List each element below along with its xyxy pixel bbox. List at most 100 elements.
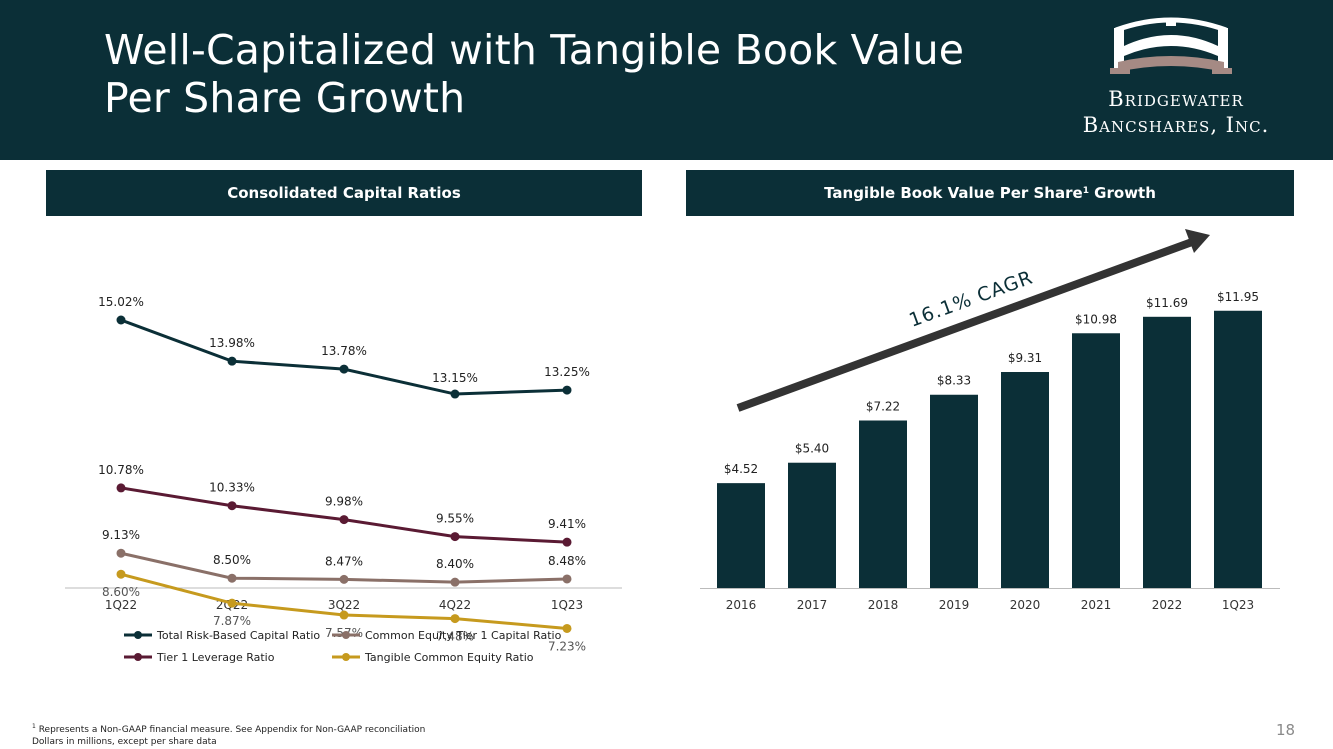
logo-line-1: Bridgewater bbox=[1108, 87, 1244, 111]
bar-data-label: $8.33 bbox=[937, 374, 971, 388]
bar-x-tick-label: 2017 bbox=[797, 598, 828, 612]
page-title-line-1: Well-Capitalized with Tangible Book Valu… bbox=[104, 26, 965, 74]
footnote: 1 Represents a Non-GAAP financial measur… bbox=[32, 721, 425, 748]
legend-swatch-marker bbox=[342, 653, 350, 661]
bar-x-tick-label: 2020 bbox=[1010, 598, 1041, 612]
line-series-3-data-label: 8.50% bbox=[213, 553, 251, 567]
line-series-2-point bbox=[116, 483, 126, 493]
line-series-4-data-label: 7.48% bbox=[436, 630, 474, 644]
legend-label: Tier 1 Leverage Ratio bbox=[156, 651, 275, 664]
bar-2018 bbox=[859, 420, 907, 588]
company-logo: Bridgewater Bancshares, Inc. bbox=[1068, 16, 1284, 142]
bar-x-tick-label: 2016 bbox=[726, 598, 757, 612]
footnote-text-1: Represents a Non-GAAP financial measure.… bbox=[35, 725, 426, 735]
line-series-4-point bbox=[562, 623, 572, 633]
bar-x-tick-label: 2018 bbox=[868, 598, 899, 612]
cagr-arrow-head-icon bbox=[1185, 229, 1210, 253]
line-series-3-data-label: 9.13% bbox=[102, 528, 140, 542]
bar-2022 bbox=[1143, 316, 1191, 588]
footnote-marker: 1 bbox=[32, 723, 36, 730]
page-title-line-2: Per Share Growth bbox=[104, 74, 466, 122]
line-series-4-data-label: 7.87% bbox=[213, 614, 251, 628]
line-series-1-data-label: 13.78% bbox=[321, 344, 367, 358]
bar-1Q23 bbox=[1214, 310, 1262, 588]
line-series-1-data-label: 13.98% bbox=[209, 336, 255, 350]
line-series-3-point bbox=[339, 574, 349, 584]
tbv-bar-chart: $4.52 2016 $5.40 2017 $7.22 2018 $8.33 2019 $9.3… bbox=[700, 229, 1280, 612]
bar-data-label: $4.52 bbox=[724, 462, 758, 476]
bar-data-label: $7.22 bbox=[866, 399, 900, 413]
legend-label: Tangible Common Equity Ratio bbox=[364, 651, 534, 664]
line-series-2-data-label: 10.33% bbox=[209, 481, 255, 495]
bar-data-label: $11.69 bbox=[1146, 296, 1188, 310]
cagr-arrow-shaft bbox=[736, 238, 1194, 412]
line-series-2-point bbox=[227, 501, 237, 511]
logo-wordmark: Bridgewater Bancshares, Inc. bbox=[1068, 86, 1284, 138]
bar-x-tick-label: 1Q23 bbox=[1222, 598, 1254, 612]
footnote-line-2: Dollars in millions, except per share da… bbox=[32, 737, 217, 747]
legend-label: Common Equity Tier 1 Capital Ratio bbox=[365, 629, 562, 642]
tbv-growth-heading-tail: Growth bbox=[1088, 184, 1156, 202]
line-series-3-data-label: 8.47% bbox=[325, 554, 363, 568]
line-series-1-data-label: 15.02% bbox=[98, 295, 144, 309]
bar-2019 bbox=[930, 394, 978, 588]
tbv-growth-heading-footnote-marker: 1 bbox=[1082, 186, 1089, 196]
line-series-3-data-label: 8.40% bbox=[436, 557, 474, 571]
header-banner: Well-Capitalized with Tangible Book Valu… bbox=[0, 0, 1333, 160]
legend-swatch-marker bbox=[134, 631, 142, 639]
line-series-4-point bbox=[450, 614, 460, 624]
bar-x-tick-label: 2021 bbox=[1081, 598, 1112, 612]
line-series-2-data-label: 10.78% bbox=[98, 463, 144, 477]
line-series-4-point bbox=[339, 610, 349, 620]
line-series-4-point bbox=[116, 569, 126, 579]
line-chart-x-tick-label: 1Q23 bbox=[551, 598, 583, 612]
bar-2020 bbox=[1001, 372, 1049, 588]
page-title: Well-Capitalized with Tangible Book Valu… bbox=[104, 26, 1064, 122]
bar-2017 bbox=[788, 462, 836, 588]
capital-ratios-heading: Consolidated Capital Ratios bbox=[46, 170, 642, 216]
line-series-4-data-label: 8.60% bbox=[102, 585, 140, 599]
bridge-logo-icon bbox=[1110, 17, 1232, 74]
line-series-3-point bbox=[227, 573, 237, 583]
line-series-3-point bbox=[562, 574, 572, 584]
bar-2016 bbox=[717, 483, 765, 588]
legend-swatch-marker bbox=[342, 631, 350, 639]
legend-swatch-marker bbox=[134, 653, 142, 661]
bar-data-label: $5.40 bbox=[795, 442, 829, 456]
line-series-1-data-label: 13.15% bbox=[432, 371, 478, 385]
footnote-line-1: 1 Represents a Non-GAAP financial measur… bbox=[32, 721, 425, 736]
line-series-2-data-label: 9.98% bbox=[325, 495, 363, 509]
line-series-1-point bbox=[562, 385, 572, 395]
line-chart-x-tick-label: 3Q22 bbox=[328, 598, 360, 612]
bar-data-label: $9.31 bbox=[1008, 351, 1042, 365]
logo-line-2: Bancshares, Inc. bbox=[1082, 113, 1270, 137]
line-series-1-data-label: 13.25% bbox=[544, 365, 590, 379]
line-series-3-point bbox=[450, 577, 460, 587]
bar-data-label: $11.95 bbox=[1217, 290, 1259, 304]
line-series-1-point bbox=[116, 315, 126, 325]
legend-label: Total Risk-Based Capital Ratio bbox=[156, 629, 320, 642]
line-series-2-data-label: 9.55% bbox=[436, 512, 474, 526]
bar-x-tick-label: 2019 bbox=[939, 598, 970, 612]
bar-data-label: $10.98 bbox=[1075, 312, 1117, 326]
line-chart-x-tick-label: 1Q22 bbox=[105, 598, 137, 612]
tbv-growth-heading: Tangible Book Value Per Share 1 Growth bbox=[686, 170, 1294, 216]
line-series-2-data-label: 9.41% bbox=[548, 517, 586, 531]
capital-ratios-line-chart: 1Q222Q223Q224Q221Q2315.02%13.98%13.78%13… bbox=[65, 295, 622, 664]
capital-ratios-heading-text: Consolidated Capital Ratios bbox=[227, 184, 461, 202]
bar-2021 bbox=[1072, 333, 1120, 588]
line-series-1-point bbox=[450, 389, 460, 399]
line-series-4-point bbox=[227, 598, 237, 608]
line-chart-x-tick-label: 4Q22 bbox=[439, 598, 471, 612]
tbv-growth-heading-main: Tangible Book Value Per Share bbox=[824, 184, 1083, 202]
bar-x-tick-label: 2022 bbox=[1152, 598, 1183, 612]
line-series-2-point bbox=[339, 515, 349, 525]
line-series-2-point bbox=[450, 532, 460, 542]
line-series-3-data-label: 8.48% bbox=[548, 554, 586, 568]
line-series-1-point bbox=[339, 364, 349, 374]
page-number: 18 bbox=[1276, 721, 1296, 739]
line-series-1-point bbox=[227, 356, 237, 366]
line-series-4-data-label: 7.23% bbox=[548, 639, 586, 653]
line-series-3-point bbox=[116, 548, 126, 558]
line-series-2-point bbox=[562, 537, 572, 547]
